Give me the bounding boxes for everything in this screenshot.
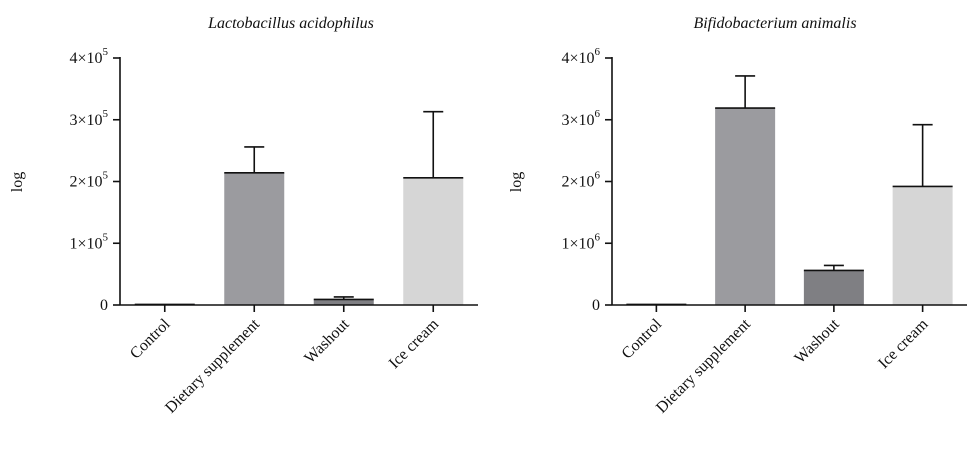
y-tick-label: 0	[100, 297, 108, 314]
y-tick-exponent: 6	[595, 170, 601, 182]
chart-panel-bifidobacterium: Bifidobacterium animalis log 01×1062×106…	[508, 15, 967, 417]
y-tick-mantissa: 0	[592, 297, 600, 314]
y-tick-label: 4×106	[561, 46, 600, 67]
y-tick-exponent: 5	[103, 46, 109, 58]
error-bars	[735, 75, 933, 271]
y-tick-mantissa: 2×10	[561, 174, 594, 191]
y-tick-label: 3×106	[561, 108, 600, 129]
x-category-label: Dietary supplement	[162, 315, 263, 416]
y-tick-exponent: 6	[595, 46, 601, 58]
y-tick-exponent: 6	[595, 108, 601, 120]
chart-panel-lactobacillus: Lactobacillus acidophilus log 01×1052×10…	[9, 15, 478, 417]
y-tick-mantissa: 2×10	[69, 174, 102, 191]
y-axis-label: log	[9, 172, 26, 192]
y-tick-label: 2×105	[69, 170, 108, 191]
y-tick-exponent: 5	[103, 108, 109, 120]
y-tick-mantissa: 4×10	[561, 50, 594, 67]
bar-dietary-supplement	[224, 172, 285, 305]
y-tick-exponent: 6	[595, 231, 601, 243]
x-category-label: Dietary supplement	[653, 315, 754, 416]
error-bars	[244, 110, 444, 300]
y-tick-mantissa: 0	[100, 297, 108, 314]
y-tick-mantissa: 1×10	[69, 235, 102, 252]
y-tick-label: 1×106	[561, 231, 600, 252]
y-tick-label: 3×105	[69, 108, 108, 129]
x-category-label: Washout	[301, 315, 353, 367]
y-tick-label: 0	[592, 297, 600, 314]
bars	[134, 172, 464, 306]
y-tick-mantissa: 3×10	[69, 112, 102, 129]
chart-title: Bifidobacterium animalis	[693, 15, 856, 32]
y-tick-mantissa: 3×10	[561, 112, 594, 129]
x-category-label: Ice cream	[875, 315, 932, 372]
y-axis-label: log	[508, 172, 525, 192]
bar-ice-cream	[892, 186, 953, 305]
bar-washout	[313, 299, 374, 305]
x-category-label: Control	[127, 315, 174, 362]
bar-washout	[803, 270, 864, 305]
y-tick-exponent: 5	[103, 170, 109, 182]
axes	[119, 57, 478, 312]
bars	[626, 107, 953, 306]
chart-title: Lactobacillus acidophilus	[207, 15, 374, 32]
axes	[611, 57, 967, 312]
y-tick-mantissa: 1×10	[561, 235, 594, 252]
y-tick-label: 1×105	[69, 231, 108, 252]
bar-ice-cream	[403, 177, 464, 305]
y-tick-label: 2×106	[561, 170, 600, 191]
x-category-label: Control	[619, 315, 666, 362]
x-category-label: Washout	[791, 315, 843, 367]
y-tick-label: 4×105	[69, 46, 108, 67]
bar-dietary-supplement	[715, 108, 776, 305]
x-category-label: Ice cream	[386, 315, 443, 372]
y-tick-mantissa: 4×10	[69, 50, 102, 67]
y-tick-exponent: 5	[103, 231, 109, 243]
